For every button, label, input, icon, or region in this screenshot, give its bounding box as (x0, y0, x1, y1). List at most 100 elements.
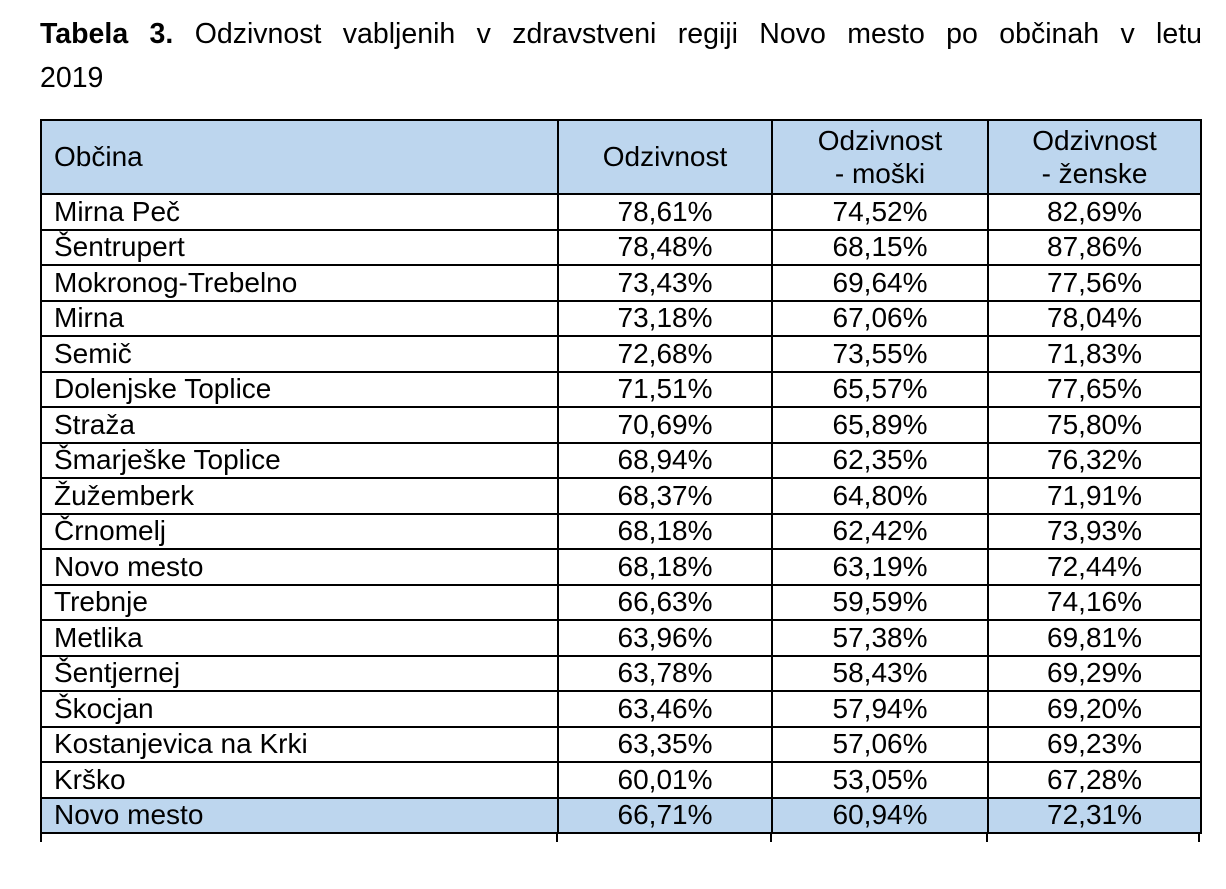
response-female-cell: 73,93% (987, 512, 1202, 550)
municipality-cell: Kostanjevica na Krki (40, 725, 559, 763)
response-male-cell: 64,80% (771, 477, 989, 515)
table-row: Trebnje 66,63% 59,59% 74,16% (40, 583, 1202, 621)
response-male-cell: 62,35% (771, 441, 989, 479)
response-total-cell: 66,71% (557, 796, 773, 834)
border-stub (770, 834, 772, 842)
column-header-odzivnost-zenske: Odzivnost - ženske (987, 119, 1202, 195)
column-header-line2: - moški (834, 158, 926, 189)
response-female-cell: 69,81% (987, 619, 1202, 657)
table-row: Mirna Peč 78,61% 74,52% 82,69% (40, 193, 1202, 231)
response-female-cell: 78,04% (987, 299, 1202, 337)
municipality-cell: Metlika (40, 619, 559, 657)
response-female-cell: 82,69% (987, 193, 1202, 231)
response-male-cell: 74,52% (771, 193, 989, 231)
response-female-cell: 72,44% (987, 548, 1202, 586)
response-male-cell: 59,59% (771, 583, 989, 621)
response-male-cell: 62,42% (771, 512, 989, 550)
response-male-cell: 60,94% (771, 796, 989, 834)
document-page: Tabela 3. Odzivnost vabljenih v zdravstv… (40, 12, 1202, 846)
municipality-cell: Trebnje (40, 583, 559, 621)
response-total-cell: 63,96% (557, 619, 773, 657)
response-female-cell: 74,16% (987, 583, 1202, 621)
table-row: Metlika 63,96% 57,38% 69,81% (40, 619, 1202, 657)
table-row: Straža 70,69% 65,89% 75,80% (40, 406, 1202, 444)
column-header-odzivnost-moski: Odzivnost - moški (771, 119, 989, 195)
response-male-cell: 65,57% (771, 370, 989, 408)
response-total-cell: 63,46% (557, 690, 773, 728)
municipality-cell: Straža (40, 406, 559, 444)
municipality-cell: Mirna Peč (40, 193, 559, 231)
table-row: Mokronog-Trebelno 73,43% 69,64% 77,56% (40, 264, 1202, 302)
response-male-cell: 53,05% (771, 761, 989, 799)
column-header-obcina: Občina (40, 119, 559, 195)
column-header-odzivnost: Odzivnost (557, 119, 773, 195)
response-female-cell: 67,28% (987, 761, 1202, 799)
table-row: Krško 60,01% 53,05% 67,28% (40, 761, 1202, 799)
border-stub (556, 834, 558, 842)
response-total-cell: 63,35% (557, 725, 773, 763)
response-female-cell: 87,86% (987, 228, 1202, 266)
response-total-cell: 71,51% (557, 370, 773, 408)
table-caption-text: Odzivnost vabljenih v zdravstveni regiji… (194, 18, 1203, 50)
border-stub (40, 834, 42, 842)
column-header-line2: - ženske (1041, 158, 1148, 189)
municipality-cell: Novo mesto (40, 548, 559, 586)
response-total-cell: 78,48% (557, 228, 773, 266)
municipality-cell: Šentjernej (40, 654, 559, 692)
table-caption-year: 2019 (40, 62, 104, 94)
header-row: Občina Odzivnost Odzivnost - moški Odziv… (40, 119, 1202, 195)
table-row: Šentjernej 63,78% 58,43% 69,29% (40, 654, 1202, 692)
response-total-cell: 68,18% (557, 548, 773, 586)
response-female-cell: 76,32% (987, 441, 1202, 479)
response-male-cell: 63,19% (771, 548, 989, 586)
table-caption: Tabela 3. Odzivnost vabljenih v zdravstv… (40, 12, 1202, 56)
table-row: Šentrupert 78,48% 68,15% 87,86% (40, 228, 1202, 266)
response-total-cell: 68,18% (557, 512, 773, 550)
response-male-cell: 57,06% (771, 725, 989, 763)
municipality-cell: Črnomelj (40, 512, 559, 550)
table-row: Semič 72,68% 73,55% 71,83% (40, 335, 1202, 373)
response-female-cell: 72,31% (987, 796, 1202, 834)
municipality-cell: Žužemberk (40, 477, 559, 515)
municipality-cell: Mirna (40, 299, 559, 337)
border-stub (1198, 834, 1200, 842)
response-male-cell: 57,94% (771, 690, 989, 728)
response-total-cell: 63,78% (557, 654, 773, 692)
response-male-cell: 58,43% (771, 654, 989, 692)
response-female-cell: 69,29% (987, 654, 1202, 692)
municipality-cell: Novo mesto (40, 796, 559, 834)
municipality-cell: Mokronog-Trebelno (40, 264, 559, 302)
response-total-cell: 72,68% (557, 335, 773, 373)
municipality-cell: Dolenjske Toplice (40, 370, 559, 408)
table-row: Žužemberk 68,37% 64,80% 71,91% (40, 477, 1202, 515)
response-female-cell: 77,56% (987, 264, 1202, 302)
total-row: Novo mesto 66,71% 60,94% 72,31% (40, 796, 1202, 834)
table-footer: Novo mesto 66,71% 60,94% 72,31% (40, 796, 1202, 834)
municipality-cell: Šentrupert (40, 228, 559, 266)
response-total-cell: 73,43% (557, 264, 773, 302)
column-header-line1: Odzivnost (1032, 125, 1157, 156)
response-male-cell: 73,55% (771, 335, 989, 373)
response-female-cell: 71,83% (987, 335, 1202, 373)
table-row: Črnomelj 68,18% 62,42% 73,93% (40, 512, 1202, 550)
response-total-cell: 60,01% (557, 761, 773, 799)
municipality-cell: Škocjan (40, 690, 559, 728)
response-male-cell: 69,64% (771, 264, 989, 302)
response-female-cell: 75,80% (987, 406, 1202, 444)
municipality-cell: Šmarješke Toplice (40, 441, 559, 479)
response-rate-table: Občina Odzivnost Odzivnost - moški Odziv… (40, 119, 1202, 834)
response-female-cell: 69,23% (987, 725, 1202, 763)
table-row: Šmarješke Toplice 68,94% 62,35% 76,32% (40, 441, 1202, 479)
response-female-cell: 69,20% (987, 690, 1202, 728)
table-row: Škocjan 63,46% 57,94% 69,20% (40, 690, 1202, 728)
table-row: Novo mesto 68,18% 63,19% 72,44% (40, 548, 1202, 586)
response-total-cell: 70,69% (557, 406, 773, 444)
response-total-cell: 68,94% (557, 441, 773, 479)
table-row: Dolenjske Toplice 71,51% 65,57% 77,65% (40, 370, 1202, 408)
response-total-cell: 66,63% (557, 583, 773, 621)
response-male-cell: 67,06% (771, 299, 989, 337)
cutoff-next-row-border-stubs (40, 834, 1200, 846)
table-caption-number: Tabela 3. (40, 18, 174, 50)
response-female-cell: 71,91% (987, 477, 1202, 515)
response-male-cell: 57,38% (771, 619, 989, 657)
